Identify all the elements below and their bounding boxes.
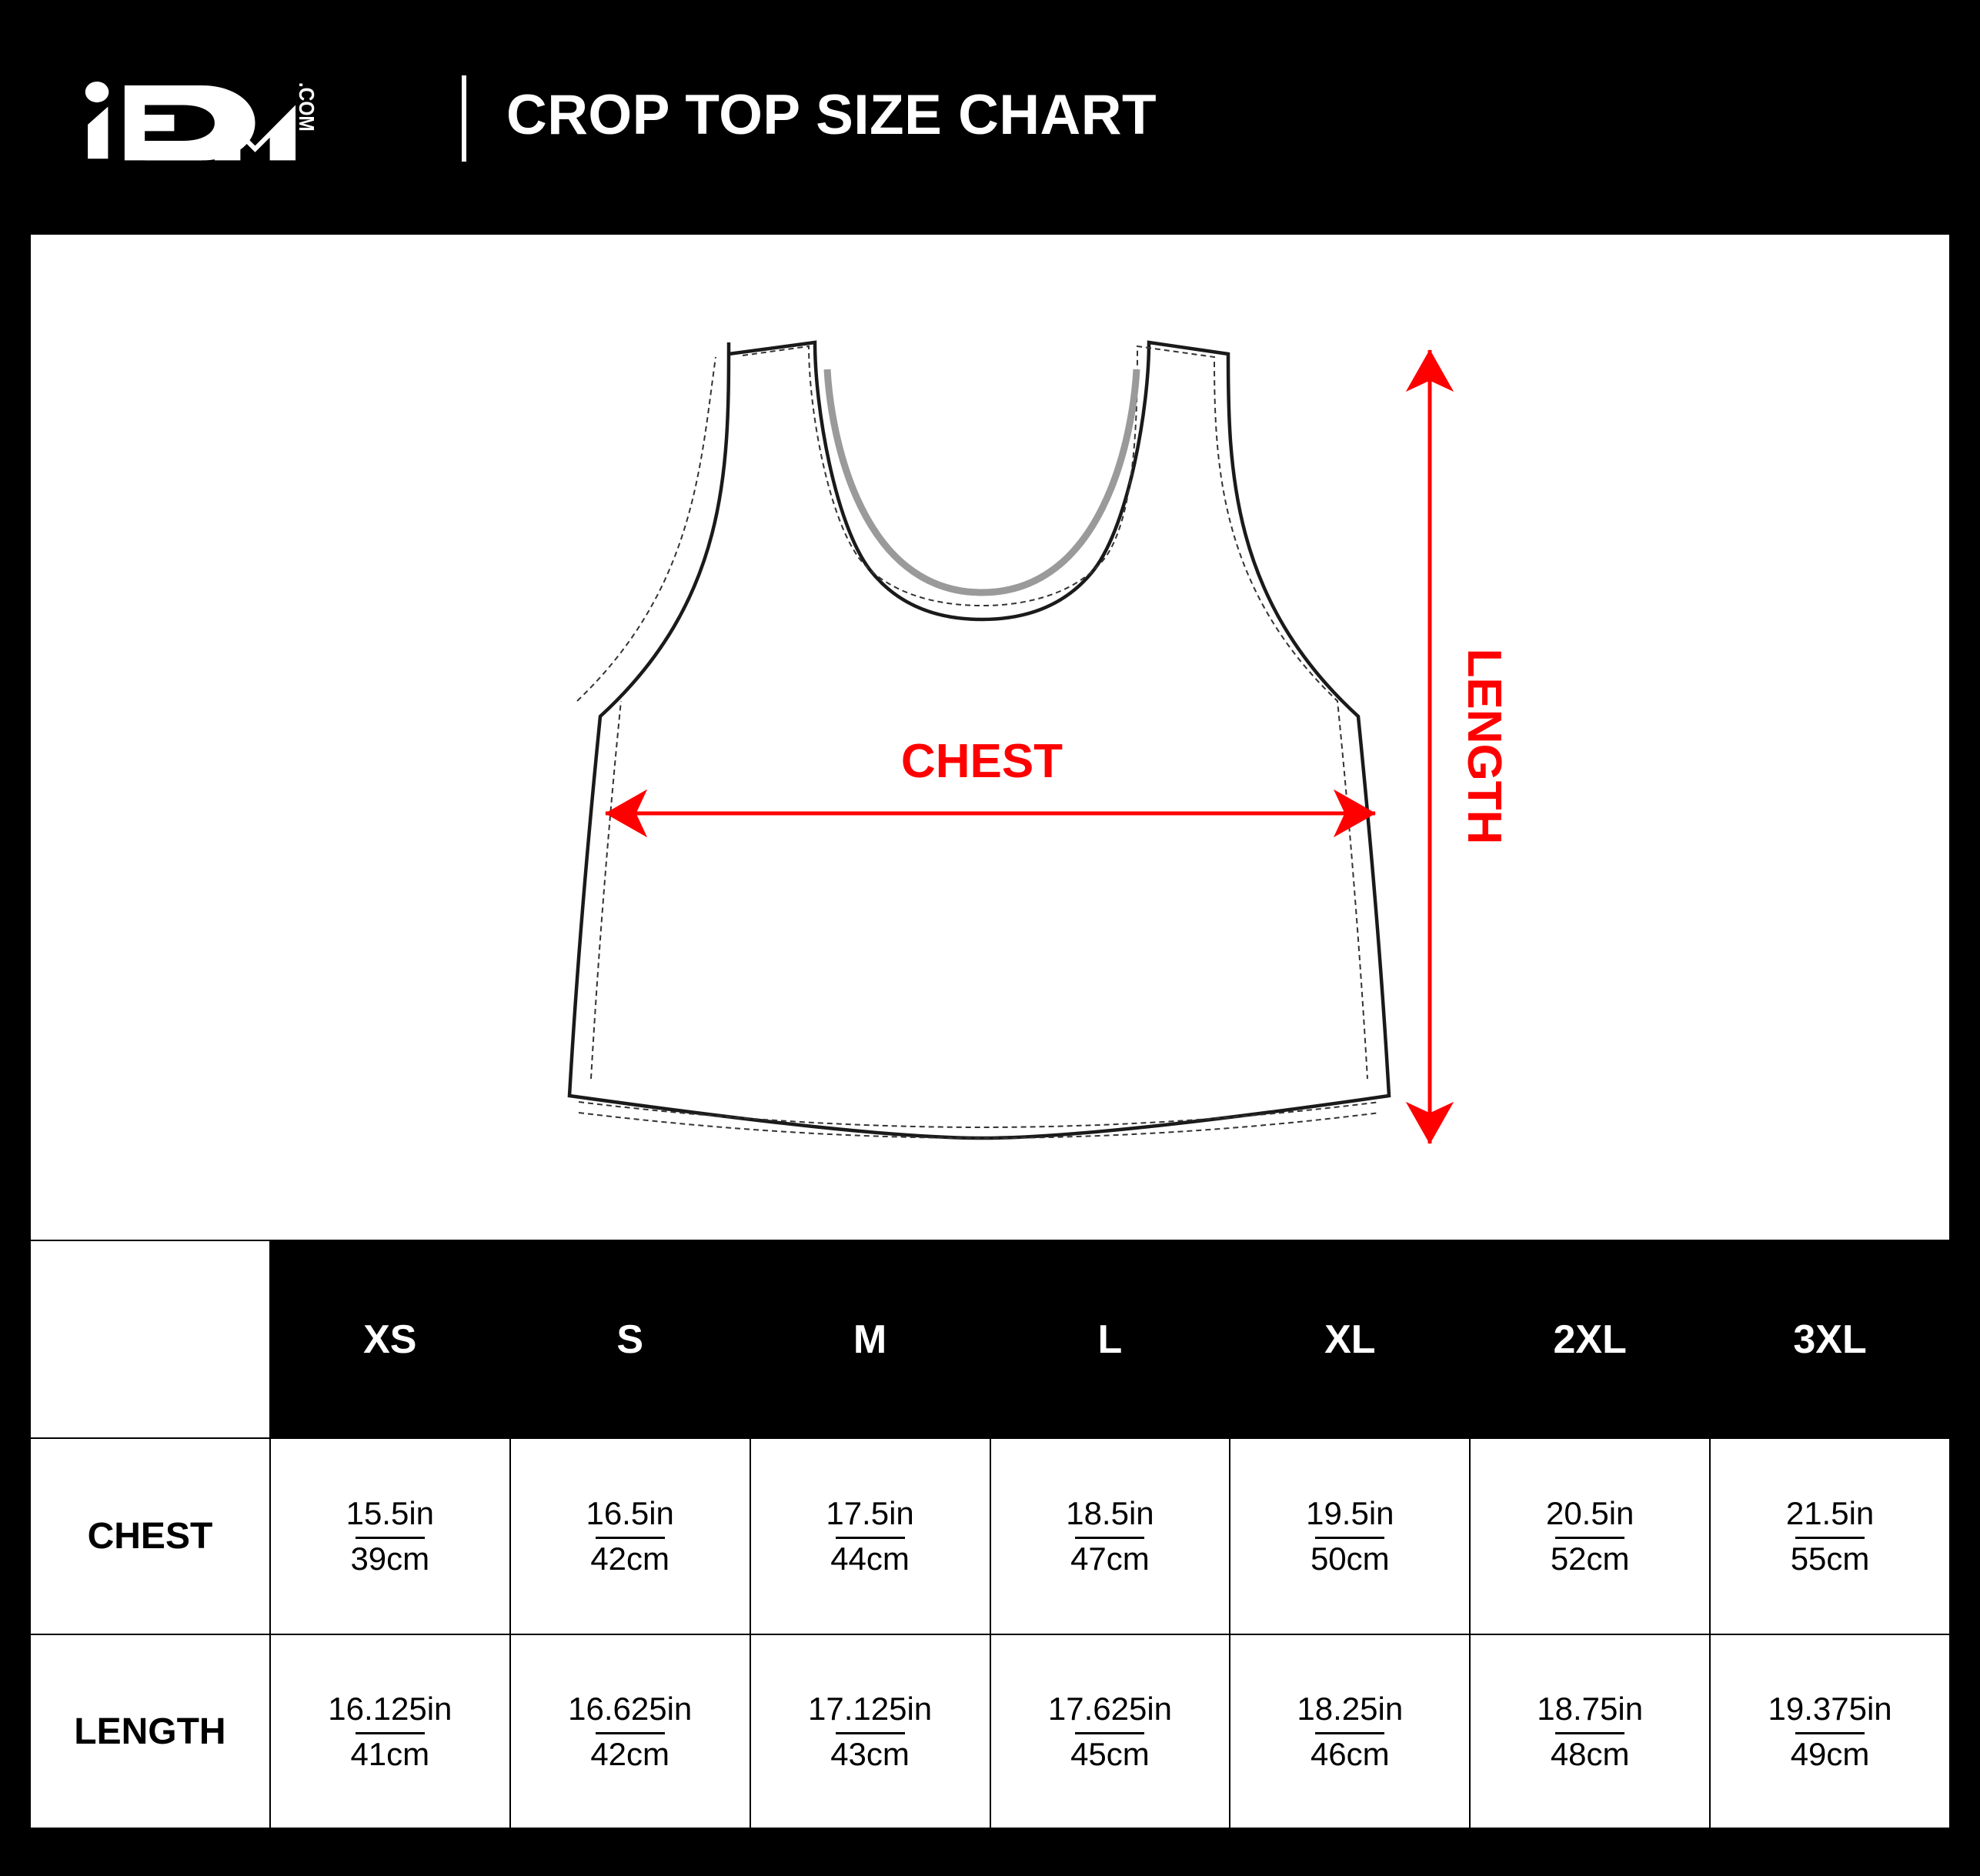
svg-text:LENGTH: LENGTH (1457, 649, 1511, 845)
svg-text:.COM: .COM (294, 82, 319, 132)
svg-text:CHEST: CHEST (901, 735, 1063, 788)
